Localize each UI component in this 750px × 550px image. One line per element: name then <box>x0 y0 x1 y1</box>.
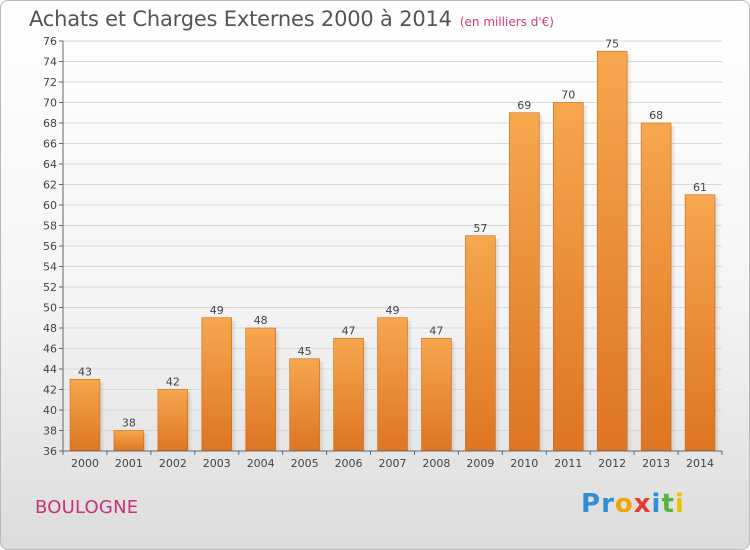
data-label: 47 <box>429 324 443 337</box>
y-tick-label: 46 <box>43 343 57 356</box>
bar-shadow <box>187 392 193 451</box>
bar-shadow <box>407 320 413 451</box>
y-tick-label: 68 <box>43 117 57 130</box>
x-tick-label: 2012 <box>598 457 626 470</box>
y-tick-label: 62 <box>43 179 57 192</box>
x-tick-label: 2004 <box>247 457 275 470</box>
data-label: 75 <box>605 37 619 50</box>
bar-shadow <box>451 341 457 451</box>
logo-letter: t <box>661 489 675 519</box>
x-tick-label: 2010 <box>510 457 538 470</box>
data-label: 49 <box>386 304 400 317</box>
bar <box>201 317 233 452</box>
x-tick-label: 2002 <box>159 457 187 470</box>
place-name: BOULOGNE <box>35 497 139 518</box>
y-tick-label: 58 <box>43 220 57 233</box>
y-tick-label: 42 <box>43 384 57 397</box>
x-tick-label: 2009 <box>466 457 494 470</box>
data-label: 69 <box>517 99 531 112</box>
logo-letter: i <box>674 489 685 519</box>
bar-shadow <box>319 361 325 451</box>
bar-shadow <box>231 320 237 451</box>
y-tick-label: 70 <box>43 97 57 110</box>
logo-letter: P <box>581 489 602 519</box>
logo-letter: x <box>633 489 652 519</box>
y-tick-label: 76 <box>43 35 57 48</box>
data-label: 61 <box>693 181 707 194</box>
data-label: 49 <box>210 304 224 317</box>
x-tick-label: 2005 <box>291 457 319 470</box>
chart-subtitle: (en milliers d'€) <box>459 15 554 29</box>
proxiti-logo: Proxiti <box>581 489 685 519</box>
bar <box>157 389 189 452</box>
y-tick-label: 48 <box>43 322 57 335</box>
x-tick-label: 2001 <box>115 457 143 470</box>
y-tick-label: 74 <box>43 56 57 69</box>
bar-shadow <box>671 126 677 451</box>
y-tick-label: 50 <box>43 302 57 315</box>
data-label: 48 <box>254 314 268 327</box>
bar <box>69 378 101 452</box>
x-tick-label: 2003 <box>203 457 231 470</box>
bar <box>289 358 320 452</box>
x-tick-label: 2006 <box>335 457 363 470</box>
y-tick-label: 52 <box>43 281 57 294</box>
y-tick-label: 54 <box>43 261 57 274</box>
bar-shadow <box>363 341 369 451</box>
bar-shadow <box>539 115 545 451</box>
bar <box>596 50 628 452</box>
x-tick-label: 2007 <box>379 457 407 470</box>
data-label: 57 <box>473 222 487 235</box>
y-tick-label: 72 <box>43 76 57 89</box>
bar-shadow <box>583 105 589 451</box>
logo-letter: o <box>614 489 634 519</box>
chart-title-text: Achats et Charges Externes 2000 à 2014 <box>29 7 452 31</box>
bar-shadow <box>495 238 501 451</box>
data-label: 47 <box>342 324 356 337</box>
bar <box>421 337 452 452</box>
y-tick-label: 44 <box>43 363 57 376</box>
y-tick-label: 66 <box>43 138 57 151</box>
x-tick-label: 2013 <box>642 457 670 470</box>
bar <box>113 430 145 452</box>
x-tick-label: 2011 <box>554 457 582 470</box>
x-tick-label: 2014 <box>686 457 714 470</box>
y-tick-label: 38 <box>43 425 57 438</box>
logo-letter: r <box>601 489 615 519</box>
data-label: 70 <box>561 89 575 102</box>
y-tick-label: 60 <box>43 199 57 212</box>
chart-title: Achats et Charges Externes 2000 à 2014 (e… <box>29 7 554 31</box>
bar-shadow <box>627 54 633 451</box>
bar-shadow <box>99 382 105 451</box>
data-label: 68 <box>649 109 663 122</box>
data-label: 38 <box>122 417 136 430</box>
y-tick-label: 64 <box>43 158 57 171</box>
bar <box>509 112 540 452</box>
bar <box>640 122 672 452</box>
x-tick-label: 2000 <box>71 457 99 470</box>
x-tick-label: 2008 <box>422 457 450 470</box>
bar <box>245 327 276 452</box>
bar <box>333 337 364 452</box>
bar <box>552 102 584 452</box>
logo-letter: i <box>651 489 662 519</box>
bar <box>377 317 408 452</box>
data-label: 43 <box>78 365 92 378</box>
bar <box>465 235 496 452</box>
y-tick-label: 40 <box>43 404 57 417</box>
data-label: 42 <box>166 376 180 389</box>
bar-shadow <box>275 331 281 451</box>
bar-shadow <box>143 433 149 451</box>
y-tick-label: 36 <box>43 445 57 458</box>
y-tick-label: 56 <box>43 240 57 253</box>
bar-shadow <box>714 197 720 451</box>
data-label: 45 <box>298 345 312 358</box>
bar <box>684 194 716 452</box>
